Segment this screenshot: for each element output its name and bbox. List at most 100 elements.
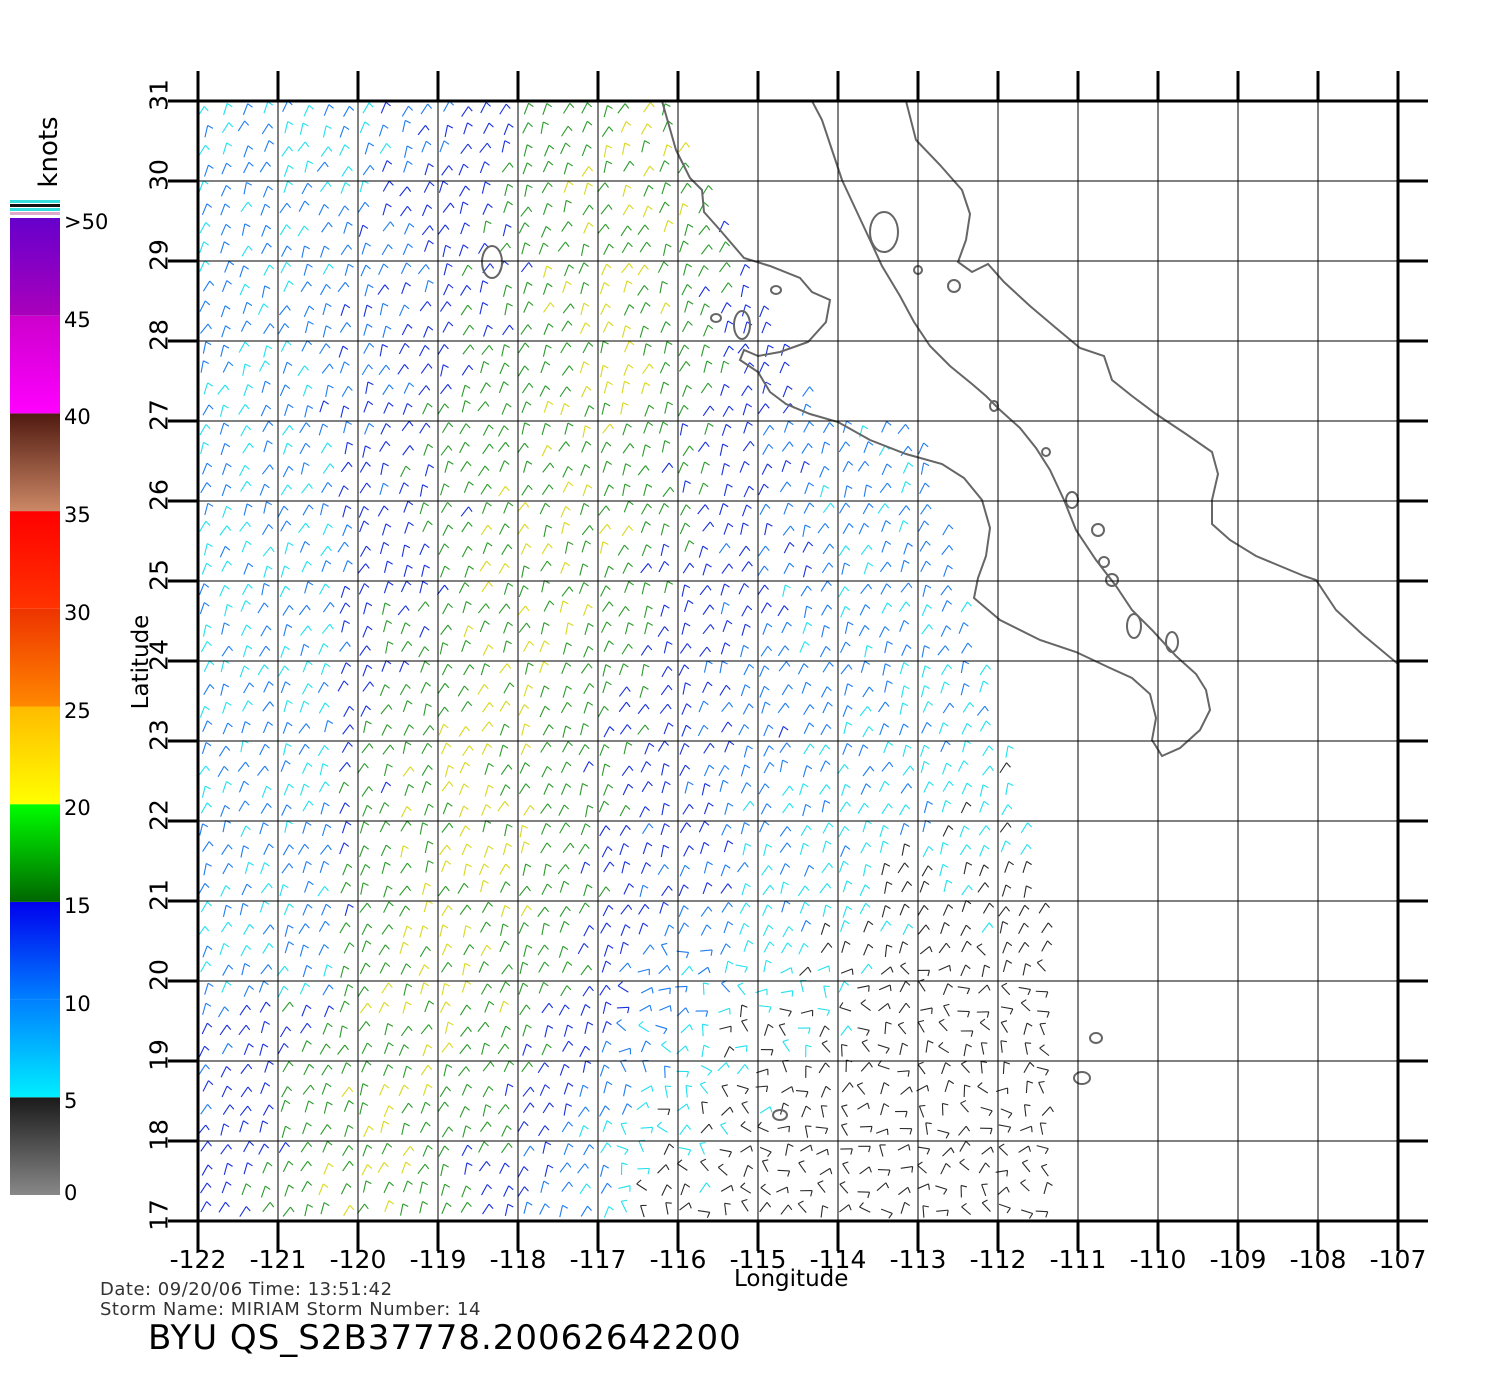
wind-barb — [720, 642, 731, 655]
wind-barb — [900, 559, 910, 573]
wind-barb — [918, 520, 930, 532]
wind-barb — [942, 904, 954, 916]
lat-tick-label: 26 — [144, 479, 174, 511]
wind-barb — [698, 225, 711, 236]
wind-barb — [243, 161, 254, 174]
wind-barb — [640, 645, 653, 656]
wind-barb — [258, 980, 269, 993]
wind-barb — [640, 1204, 647, 1218]
wind-barb — [678, 361, 691, 372]
wind-barb — [418, 385, 431, 396]
wind-barb — [620, 904, 633, 915]
wind-barb — [518, 783, 531, 795]
wind-barb — [503, 501, 514, 514]
wind-barb — [283, 783, 294, 796]
wind-barb — [259, 483, 270, 496]
wind-barb — [679, 764, 691, 776]
wind-barb — [559, 1204, 569, 1218]
wind-barb — [981, 1199, 991, 1212]
wind-barb — [698, 482, 709, 495]
wind-barb — [583, 645, 594, 658]
wind-barb — [638, 1139, 645, 1153]
wind-barb — [618, 1047, 632, 1055]
wind-barb — [695, 1010, 709, 1017]
wind-barb — [482, 203, 493, 215]
wind-barb — [240, 320, 252, 332]
wind-barb — [579, 502, 590, 516]
wind-barb — [917, 1183, 930, 1190]
wind-barb — [403, 500, 414, 513]
wind-barb — [298, 604, 311, 616]
wind-barb — [199, 260, 210, 272]
colorbar-label: 10 — [64, 991, 91, 1016]
wind-barb — [220, 184, 232, 197]
wind-barb — [940, 681, 950, 694]
wind-barb — [782, 584, 791, 597]
wind-barb — [723, 1046, 735, 1058]
wind-barb — [759, 503, 771, 515]
wind-barb — [379, 482, 389, 495]
wind-barb — [759, 665, 770, 677]
wind-barb — [622, 562, 633, 574]
wind-barb — [200, 1104, 212, 1115]
wind-barb — [202, 945, 213, 958]
wind-barb — [803, 704, 815, 716]
wind-barb — [878, 626, 890, 638]
wind-barb — [657, 1164, 670, 1174]
wind-barb — [684, 223, 694, 236]
wind-barb — [341, 620, 350, 633]
wind-barb — [520, 905, 532, 917]
wind-barb — [938, 942, 951, 954]
wind-barb — [722, 620, 733, 632]
wind-barb — [463, 122, 473, 135]
wind-barb — [337, 281, 350, 293]
wind-barb — [720, 302, 732, 314]
wind-barb — [981, 1146, 994, 1155]
wind-barb — [697, 504, 710, 515]
wind-barb — [417, 125, 430, 136]
wind-barb — [1018, 986, 1032, 996]
wind-barb — [397, 605, 410, 616]
wind-barb — [462, 1125, 472, 1138]
wind-barb — [424, 803, 434, 816]
wind-barb — [319, 181, 332, 192]
wind-barb — [803, 722, 815, 734]
wind-barb — [419, 345, 430, 357]
wind-barb — [540, 121, 549, 134]
wind-barb — [822, 422, 835, 434]
wind-barb — [417, 601, 430, 612]
wind-barb — [504, 1203, 514, 1217]
wind-barb — [920, 462, 930, 475]
wind-barb — [399, 304, 410, 317]
wind-barb — [959, 825, 970, 838]
wind-barb — [839, 801, 851, 813]
wind-barb — [483, 324, 493, 337]
wind-barb — [220, 683, 230, 696]
wind-barb — [858, 522, 870, 535]
wind-barb — [219, 545, 231, 558]
wind-barb — [979, 664, 992, 676]
wind-barb — [803, 502, 815, 514]
wind-barb — [845, 1059, 853, 1073]
wind-barb — [618, 701, 631, 713]
wind-barb — [457, 882, 469, 894]
wind-barb — [261, 123, 274, 135]
wind-barb — [622, 184, 632, 197]
wind-barb — [441, 860, 452, 873]
wind-barb — [976, 705, 989, 716]
wind-barb — [263, 565, 273, 578]
wind-barb — [482, 819, 492, 833]
wind-barb — [640, 987, 654, 994]
wind-barb — [343, 1205, 355, 1216]
wind-barb — [377, 284, 390, 295]
wind-barb — [319, 1043, 331, 1055]
wind-barb — [783, 562, 795, 574]
wind-barb — [539, 705, 550, 718]
wind-barb — [737, 343, 750, 354]
wind-barb — [999, 762, 1011, 774]
wind-barb — [362, 1144, 373, 1157]
wind-barb — [679, 203, 689, 216]
wind-barb — [301, 560, 312, 573]
wind-barb — [402, 741, 412, 754]
wind-barb — [780, 990, 794, 997]
